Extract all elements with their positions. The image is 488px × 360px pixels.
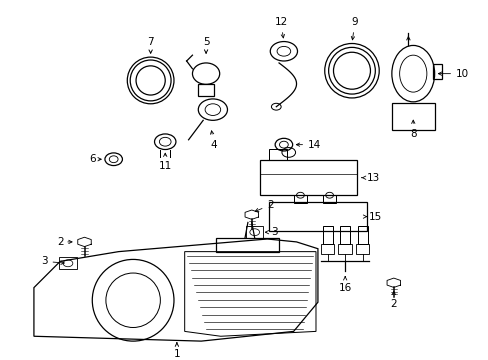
Bar xyxy=(340,226,349,244)
Text: 8: 8 xyxy=(409,120,416,139)
Text: 15: 15 xyxy=(368,212,381,222)
Bar xyxy=(391,103,434,130)
Text: 7: 7 xyxy=(147,37,154,53)
Text: 5: 5 xyxy=(203,37,209,53)
Text: 2: 2 xyxy=(390,291,396,309)
Text: 3: 3 xyxy=(271,227,277,237)
Text: 16: 16 xyxy=(338,276,351,293)
Text: 2: 2 xyxy=(255,200,273,212)
Bar xyxy=(320,244,334,253)
Text: 1: 1 xyxy=(173,343,180,359)
Bar xyxy=(338,244,351,253)
Text: 14: 14 xyxy=(307,140,321,150)
Bar xyxy=(322,226,332,244)
Bar xyxy=(322,195,336,203)
Text: 9: 9 xyxy=(350,17,358,40)
Bar xyxy=(259,160,356,195)
Text: 3: 3 xyxy=(41,256,64,266)
Text: 10: 10 xyxy=(437,69,468,78)
Bar xyxy=(293,195,306,203)
Bar xyxy=(269,202,366,231)
Bar xyxy=(355,244,369,253)
Text: 4: 4 xyxy=(210,131,217,150)
Text: 12: 12 xyxy=(274,17,287,38)
Text: 2: 2 xyxy=(57,237,63,247)
Bar xyxy=(198,84,213,96)
Bar xyxy=(59,257,77,269)
Text: 11: 11 xyxy=(158,153,171,171)
Bar xyxy=(357,226,367,244)
Text: 13: 13 xyxy=(366,173,379,183)
Text: 6: 6 xyxy=(89,154,95,164)
Bar xyxy=(245,226,263,238)
Bar xyxy=(269,149,286,160)
